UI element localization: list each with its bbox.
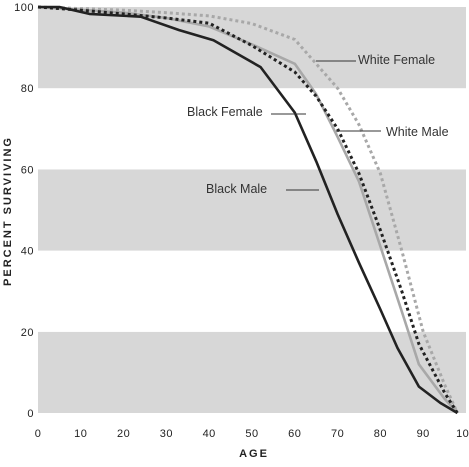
series-label-black-female: Black Female <box>187 105 263 119</box>
x-tick-label: 70 <box>331 428 344 440</box>
x-tick-label: 100 <box>456 428 469 440</box>
background-bands <box>38 7 466 413</box>
y-tick-label: 80 <box>21 83 34 95</box>
x-axis-ticks: 0 10 20 30 40 50 60 70 80 90 100 <box>35 428 469 440</box>
x-tick-label: 40 <box>203 428 216 440</box>
series-label-black-male: Black Male <box>206 182 267 196</box>
series-label-white-female: White Female <box>358 53 435 67</box>
x-axis-title: AGE <box>239 448 269 460</box>
y-tick-label: 60 <box>21 164 34 176</box>
y-tick-label: 40 <box>21 246 34 258</box>
x-tick-label: 90 <box>417 428 430 440</box>
x-tick-label: 50 <box>245 428 258 440</box>
series-line-black-male <box>38 5 459 415</box>
background-band <box>38 7 466 89</box>
x-tick-label: 80 <box>374 428 387 440</box>
y-axis-ticks: 0 20 40 60 80 100 <box>14 2 34 420</box>
series-annotations: White Female White Male Black Female Black … <box>187 53 449 196</box>
x-tick-label: 60 <box>288 428 301 440</box>
background-band <box>38 88 466 170</box>
background-band <box>38 169 466 251</box>
series-line-black-female <box>37 5 459 414</box>
background-band <box>38 331 466 413</box>
series-label-white-male: White Male <box>386 125 449 139</box>
y-axis-title: PERCENT SURVIVING <box>2 136 14 286</box>
series-lines <box>37 5 459 415</box>
x-tick-label: 20 <box>117 428 130 440</box>
x-tick-label: 30 <box>160 428 173 440</box>
x-tick-label: 10 <box>74 428 87 440</box>
x-tick-label: 0 <box>35 428 42 440</box>
y-tick-label: 100 <box>14 2 34 14</box>
y-tick-label: 0 <box>27 408 34 420</box>
y-tick-label: 20 <box>21 327 34 339</box>
